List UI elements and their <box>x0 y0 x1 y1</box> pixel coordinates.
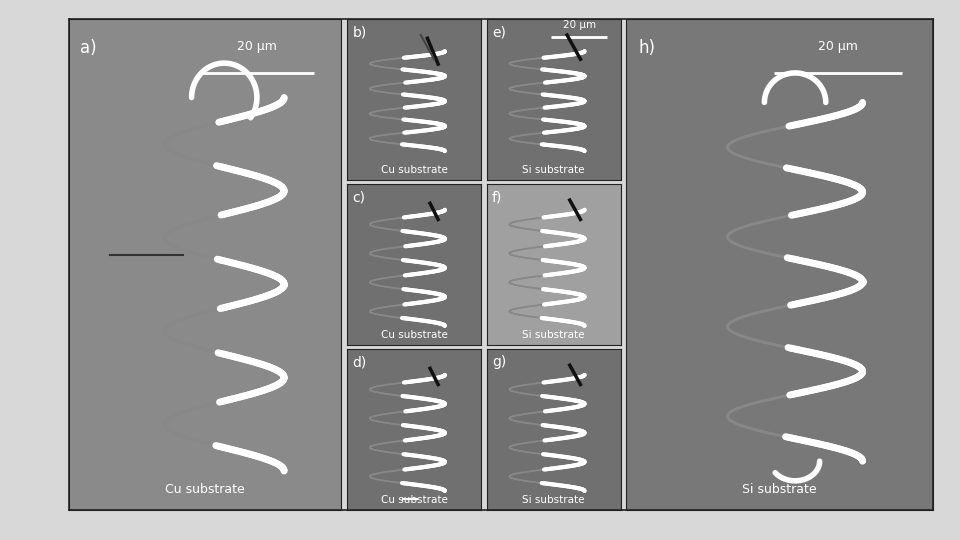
Text: Cu substrate: Cu substrate <box>380 496 447 505</box>
Text: f): f) <box>492 191 502 205</box>
Text: b): b) <box>352 25 367 39</box>
Text: Cu substrate: Cu substrate <box>380 165 447 176</box>
Text: h): h) <box>638 38 656 57</box>
Text: 20 μm: 20 μm <box>563 20 596 30</box>
Text: Si substrate: Si substrate <box>522 165 585 176</box>
Text: c): c) <box>352 191 366 205</box>
Text: Si substrate: Si substrate <box>522 496 585 505</box>
Text: Cu substrate: Cu substrate <box>165 483 245 496</box>
Text: 20 μm: 20 μm <box>818 40 858 53</box>
Text: Si substrate: Si substrate <box>522 330 585 340</box>
Text: d): d) <box>352 355 367 369</box>
Text: Si substrate: Si substrate <box>742 483 817 496</box>
Text: g): g) <box>492 355 506 369</box>
Text: Cu substrate: Cu substrate <box>380 330 447 340</box>
Text: 20 μm: 20 μm <box>237 40 276 53</box>
Text: a): a) <box>80 38 97 57</box>
Text: e): e) <box>492 25 506 39</box>
